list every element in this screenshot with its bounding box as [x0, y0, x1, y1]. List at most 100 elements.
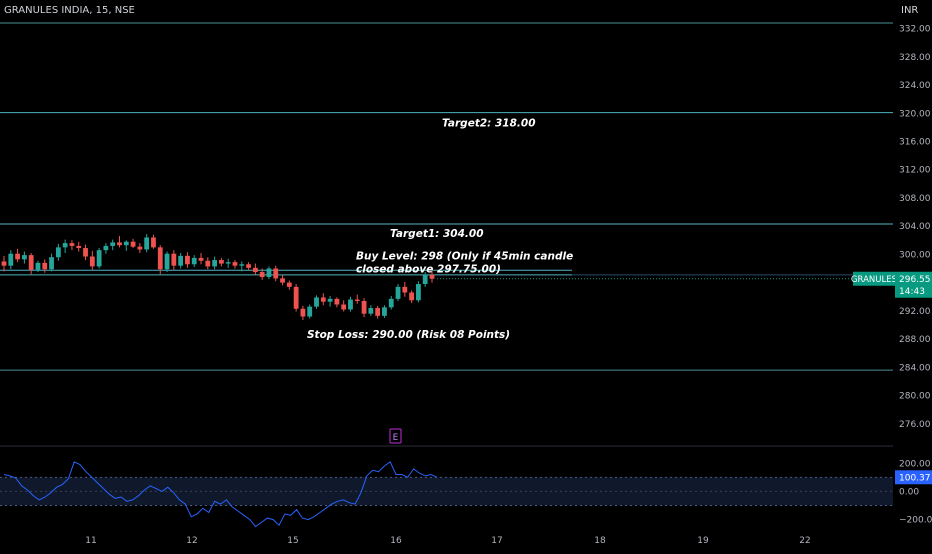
symbol-badge	[853, 271, 895, 286]
candle-body	[157, 247, 163, 270]
candle-body	[286, 282, 292, 287]
candle-body	[35, 262, 41, 270]
candle-body	[246, 264, 251, 268]
price-axis-tick: 312.00	[899, 166, 931, 176]
candle-body	[402, 286, 408, 293]
candle-body	[382, 307, 387, 316]
candle-body	[55, 247, 61, 258]
price-badge	[895, 271, 932, 298]
price-axis-tick: 292.00	[899, 307, 931, 317]
candle-body	[354, 299, 360, 301]
level-label: Stop Loss: 290.00 (Risk 08 Points)	[307, 329, 510, 341]
candle-body	[300, 308, 306, 317]
candle-body	[96, 250, 102, 267]
candle-body	[293, 286, 299, 309]
price-axis-tick: 276.00	[899, 420, 931, 430]
candle-body	[76, 245, 82, 249]
candle-body	[429, 274, 435, 279]
price-axis-tick: 320.00	[899, 109, 931, 119]
price-axis-tick: 304.00	[899, 222, 931, 232]
candle-body	[103, 245, 109, 251]
candle-body	[368, 308, 374, 314]
price-badge-value: 296.55	[899, 275, 931, 285]
candle-body	[144, 237, 150, 250]
candle-body	[252, 267, 258, 273]
indicator-axis-tick: 0.00	[899, 487, 919, 497]
symbol-title: GRANULES INDIA, 15, NSE	[4, 5, 135, 16]
price-axis-tick: 284.00	[899, 363, 931, 373]
candle-body	[164, 253, 170, 270]
candle-body	[422, 274, 428, 285]
candle-body	[110, 242, 116, 246]
currency-label: INR	[901, 5, 919, 16]
candle-body	[171, 253, 177, 266]
time-axis-tick: 16	[390, 536, 402, 546]
candle-body	[198, 257, 204, 261]
price-axis-tick: 300.00	[899, 250, 931, 260]
candle-body	[49, 257, 54, 270]
candle-body	[327, 298, 333, 302]
cci-badge-value: 100.37	[899, 473, 931, 483]
candle-body	[266, 268, 272, 277]
candle-body	[21, 255, 27, 260]
candle-body	[334, 298, 340, 305]
cci-badge	[895, 470, 932, 485]
candle-body	[15, 253, 20, 260]
price-axis-tick: 332.00	[899, 25, 931, 35]
candle-body	[123, 241, 129, 246]
indicator-axis-tick: −200.00	[899, 516, 932, 526]
price-axis-tick: 288.00	[899, 335, 931, 345]
price-axis-tick: 280.00	[899, 392, 931, 402]
candle-body	[395, 286, 401, 299]
candle-body	[185, 255, 190, 265]
candle-body	[375, 308, 381, 316]
candle-body	[69, 243, 75, 246]
candle-body	[137, 246, 143, 250]
candle-body	[341, 304, 347, 310]
candle-body	[409, 292, 415, 301]
level-label-line2: closed above 297.75.00)	[356, 263, 501, 275]
candle-body	[117, 242, 122, 246]
level-label-line1: Buy Level: 298 (Only if 45min candle	[356, 250, 573, 262]
candle-body	[225, 262, 231, 264]
level-label: Target1: 304.00	[390, 228, 484, 240]
candle-body	[212, 260, 218, 267]
candle-body	[89, 256, 95, 267]
price-axis-tick: 316.00	[899, 137, 931, 147]
candle-body	[388, 298, 394, 308]
level-label: Target2: 318.00	[442, 118, 536, 130]
candle-body	[361, 300, 367, 314]
indicator-axis-tick: 200.00	[899, 459, 931, 469]
candle-body	[239, 264, 245, 266]
candle-body	[232, 262, 238, 266]
time-axis-tick: 17	[491, 536, 502, 546]
time-axis-tick: 15	[287, 536, 298, 546]
candle-body	[259, 272, 265, 277]
candle-body	[130, 241, 136, 247]
candle-body	[273, 268, 279, 279]
cci-line	[3, 461, 438, 528]
price-badge-countdown: 14:43	[899, 287, 925, 297]
earnings-marker-label: E	[393, 433, 399, 443]
candle-body	[348, 299, 353, 310]
time-axis-tick: 18	[594, 536, 606, 546]
time-axis-tick: 11	[85, 536, 96, 546]
candle-body	[28, 255, 34, 270]
earnings-marker	[389, 428, 402, 444]
candle-body	[280, 278, 285, 283]
candle-body	[416, 284, 421, 301]
candle-body	[218, 260, 224, 264]
candle-body	[320, 297, 326, 302]
candle-body	[62, 243, 68, 248]
candle-body	[8, 253, 14, 266]
candle-body	[178, 255, 184, 266]
price-axis-tick: 324.00	[899, 81, 931, 91]
price-axis-tick: 328.00	[899, 53, 931, 63]
candle-body	[151, 237, 156, 248]
candle-body	[307, 306, 313, 317]
candle-body	[205, 260, 211, 267]
symbol-badge-label: GRANULES	[851, 275, 897, 285]
time-axis-tick: 19	[697, 536, 709, 546]
